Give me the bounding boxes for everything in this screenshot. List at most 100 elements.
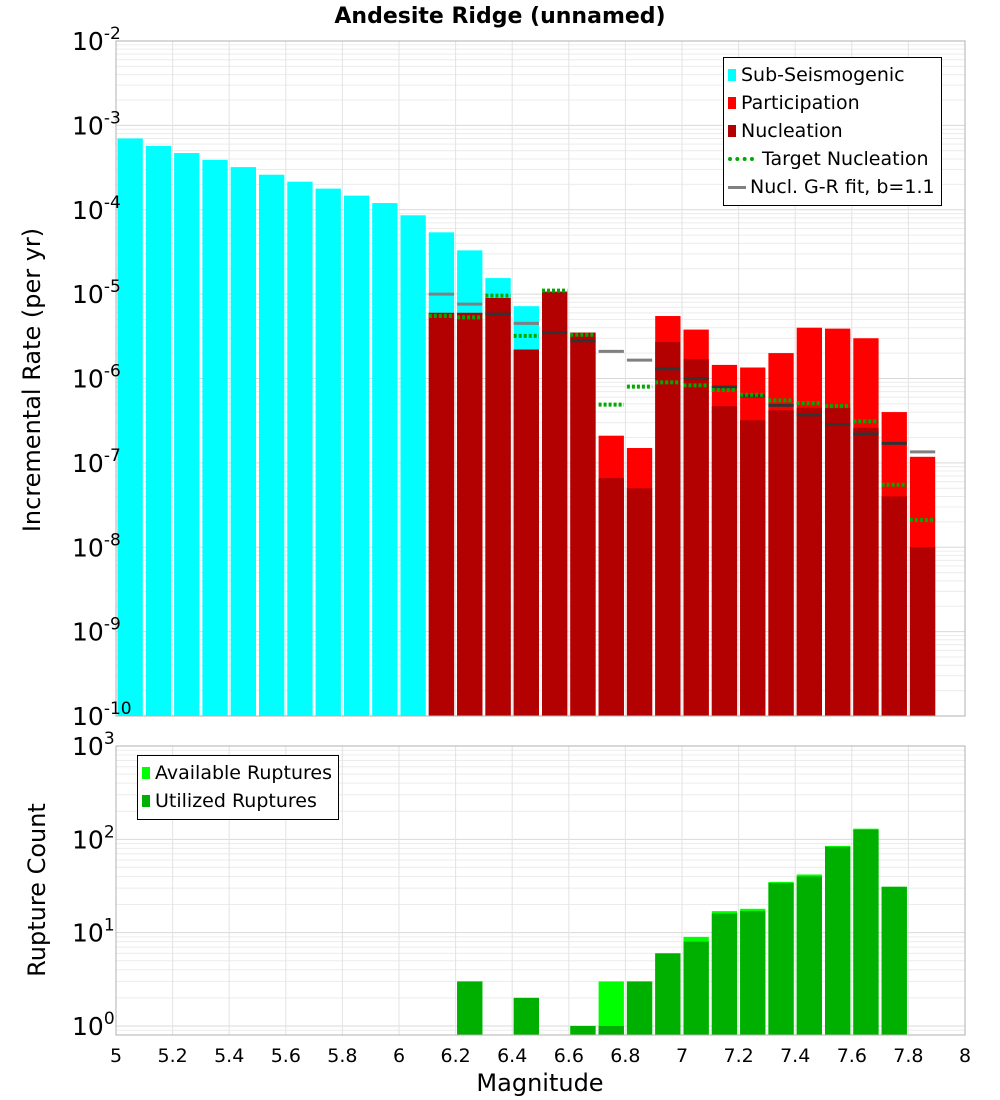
legend-item-utilized-ruptures: Utilized Ruptures — [142, 787, 332, 815]
chart-title: Andesite Ridge (unnamed) — [334, 4, 665, 29]
top-y-tick-label: 10-9 — [72, 615, 121, 647]
top-y-tick-label: 10-3 — [72, 108, 121, 140]
bottom-y-tick-label: 101 — [72, 916, 115, 948]
nucleation-bar — [655, 342, 681, 716]
legend-label: Nucleation — [741, 120, 843, 142]
top-plot-border — [115, 40, 966, 717]
utilized-ruptures-bar — [881, 886, 907, 1035]
legend-item-available-ruptures: Available Ruptures — [142, 759, 332, 787]
top-plot-area: 10-10 10-9 10-8 10-7 10-6 10-5 10-4 10-3 10-2 — [72, 24, 966, 731]
x-axis-label: Magnitude — [476, 1069, 603, 1097]
utilized-ruptures-bar — [570, 1025, 596, 1035]
x-tick-label: 6.8 — [610, 1045, 640, 1067]
top-y-tick-label: 10-7 — [72, 446, 121, 478]
legend-label: Available Ruptures — [155, 762, 332, 784]
legend-gray-line-icon — [728, 185, 746, 189]
nucleation-bar — [825, 407, 851, 716]
legend-item-target-nucleation: Target Nucleation — [728, 145, 935, 173]
x-tick-label: 5.4 — [214, 1045, 244, 1067]
utilized-ruptures-bar — [683, 941, 709, 1035]
top-y-tick-label: 10-8 — [72, 530, 121, 562]
x-tick-label: 7.4 — [780, 1045, 810, 1067]
nucleation-bar — [626, 488, 653, 716]
nucleation-bar — [570, 332, 596, 716]
x-tick-label: 7.6 — [837, 1045, 867, 1067]
legend-label: Participation — [741, 92, 860, 114]
x-tick-label: 6.6 — [554, 1045, 584, 1067]
nucleation-bar — [853, 427, 879, 716]
x-tick-label: 6.4 — [497, 1045, 527, 1067]
legend-item-gr-fit: Nucl. G-R fit, b=1.1 — [728, 173, 935, 201]
legend-swatch-lightgreen-icon — [142, 767, 150, 779]
nucleation-bar — [881, 496, 907, 716]
x-tick-label: 7 — [676, 1045, 688, 1067]
nucleation-bar — [457, 312, 483, 716]
nucleation-bar — [683, 359, 709, 716]
x-tick-label: 6 — [393, 1045, 405, 1067]
nucleation-bar — [513, 349, 539, 716]
sub-seismogenic-bar — [372, 203, 398, 716]
legend-swatch-green-icon — [142, 795, 150, 807]
legend-swatch-red-icon — [728, 97, 736, 109]
x-tick-label: 5.2 — [157, 1045, 187, 1067]
utilized-ruptures-bar — [457, 981, 483, 1035]
bottom-y-tick-label: 100 — [72, 1009, 115, 1041]
utilized-ruptures-bar — [513, 997, 539, 1035]
x-tick-label: 5.8 — [327, 1045, 357, 1067]
sub-seismogenic-bar — [230, 167, 256, 716]
x-tick-label: 5.6 — [271, 1045, 301, 1067]
nucleation-bar — [796, 407, 822, 716]
utilized-ruptures-bar — [626, 981, 653, 1035]
nucleation-bar — [542, 291, 568, 716]
top-y-tick-label: 10-5 — [72, 277, 121, 309]
nucleation-bar — [428, 312, 455, 716]
legend-swatch-darkred-icon — [728, 125, 736, 137]
top-y-tick-label: 10-10 — [72, 699, 132, 731]
utilized-ruptures-bar — [740, 911, 766, 1035]
legend-dotted-line-icon — [728, 157, 754, 161]
utilized-ruptures-bar — [655, 953, 681, 1035]
top-y-tick-label: 10-6 — [72, 362, 121, 394]
utilized-ruptures-bar — [825, 846, 851, 1035]
sub-seismogenic-bar — [259, 174, 285, 716]
top-y-axis-label: Incremental Rate (per yr) — [18, 228, 46, 532]
nucleation-bar — [485, 297, 511, 716]
legend-label: Target Nucleation — [762, 148, 929, 170]
nucleation-bar — [768, 410, 794, 716]
nucleation-bar — [909, 547, 936, 716]
sub-seismogenic-bar — [202, 159, 228, 717]
top-y-tick-label: 10-2 — [72, 24, 121, 56]
sub-seismogenic-bar — [343, 195, 370, 717]
sub-seismogenic-bar — [400, 215, 426, 717]
legend-label: Sub-Seismogenic — [741, 64, 905, 86]
legend-label: Nucl. G-R fit, b=1.1 — [750, 176, 935, 198]
bottom-y-tick-label: 103 — [72, 729, 115, 761]
x-tick-label: 8 — [959, 1045, 971, 1067]
legend-swatch-cyan-icon — [728, 69, 736, 81]
sub-seismogenic-bar — [315, 188, 341, 716]
nucleation-bar — [740, 420, 766, 716]
sub-seismogenic-bar — [117, 138, 143, 717]
legend-item-nucleation: Nucleation — [728, 117, 935, 145]
nucleation-bar — [711, 406, 738, 716]
x-tick-label: 5 — [110, 1045, 122, 1067]
bottom-y-axis-label: Rupture Count — [23, 803, 51, 977]
x-tick-label: 7.2 — [723, 1045, 753, 1067]
nucleation-bar — [598, 478, 624, 716]
utilized-ruptures-bar — [796, 876, 822, 1035]
bottom-legend: Available Ruptures Utilized Ruptures — [137, 755, 339, 820]
utilized-ruptures-bar — [711, 913, 738, 1035]
bottom-plot-border — [115, 745, 966, 1036]
sub-seismogenic-bar — [145, 145, 172, 717]
utilized-ruptures-bar — [768, 883, 794, 1035]
legend-label: Utilized Ruptures — [155, 790, 317, 812]
sub-seismogenic-bar — [174, 153, 200, 716]
bottom-y-tick-label: 102 — [72, 822, 115, 854]
x-tick-label: 7.8 — [893, 1045, 923, 1067]
legend-item-participation: Participation — [728, 89, 935, 117]
top-legend: Sub-Seismogenic Participation Nucleation… — [723, 57, 942, 206]
x-tick-label: 6.2 — [440, 1045, 470, 1067]
top-y-tick-label: 10-4 — [72, 193, 121, 225]
sub-seismogenic-bar — [287, 181, 313, 716]
utilized-ruptures-bar — [853, 829, 879, 1035]
